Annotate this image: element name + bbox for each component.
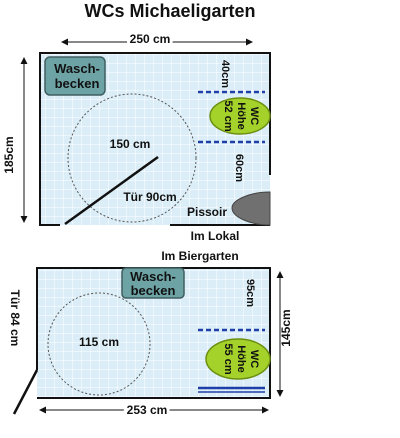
room-lokal: 250 cm 185cm Wasch- becken 150 cm Tür 90… [2,29,271,243]
room-biergarten-walls [36,267,271,399]
sink-lokal [44,56,106,96]
wc-biergarten-label-3: 55 cm [222,343,234,374]
pissoir-lokal [231,191,271,226]
wc-biergarten-label-2: Höhe [235,345,247,373]
dim-biergarten-95cm: 95cm [244,279,256,307]
wc-lokal-label-2: Höhe [235,102,247,130]
turning-circle-lokal [67,93,197,223]
room-lokal-walls [39,52,271,226]
sink-biergarten-label-2: becken [131,283,176,298]
turning-circle-lokal-label: 150 cm [110,137,151,151]
room-biergarten-width-label: 253 cm [127,403,168,417]
sink-lokal-label-1: Wasch- [54,61,100,76]
door-lokal [64,155,159,226]
dim-lokal-60cm: 60cm [233,154,245,182]
page-title: WCs Michaeligarten [84,1,255,21]
room-biergarten-label: Im Biergarten [161,249,238,263]
door-lokal-label: Tür 90cm [123,190,176,204]
wc-lokal-label-3: 52 cm [222,100,234,131]
room-lokal-height-label: 185cm [2,136,16,173]
room-biergarten: Im Biergarten 145cm 253 cm Tür 84 cm Was… [8,249,293,420]
sink-lokal-label-2: becken [55,76,100,91]
dim-lokal-40cm: 40cm [219,60,231,88]
door-biergarten-label: Tür 84 cm [8,290,22,347]
turning-circle-biergarten-label: 115 cm [79,335,119,349]
wc-biergarten [205,338,271,380]
room-lokal-label: Im Lokal [191,229,240,243]
wc-lokal [209,97,271,135]
door-biergarten [12,369,39,415]
pissoir-lokal-label: Pissoir [187,205,227,219]
wc-lokal-label-1: WC [248,107,260,125]
room-biergarten-height-label: 145cm [279,309,293,346]
sink-biergarten-label-1: Wasch- [130,269,176,284]
sink-biergarten [121,267,185,299]
room-lokal-width-label: 250 cm [130,32,171,46]
turning-circle-biergarten [47,292,151,396]
wc-biergarten-label-1: WC [248,350,260,368]
